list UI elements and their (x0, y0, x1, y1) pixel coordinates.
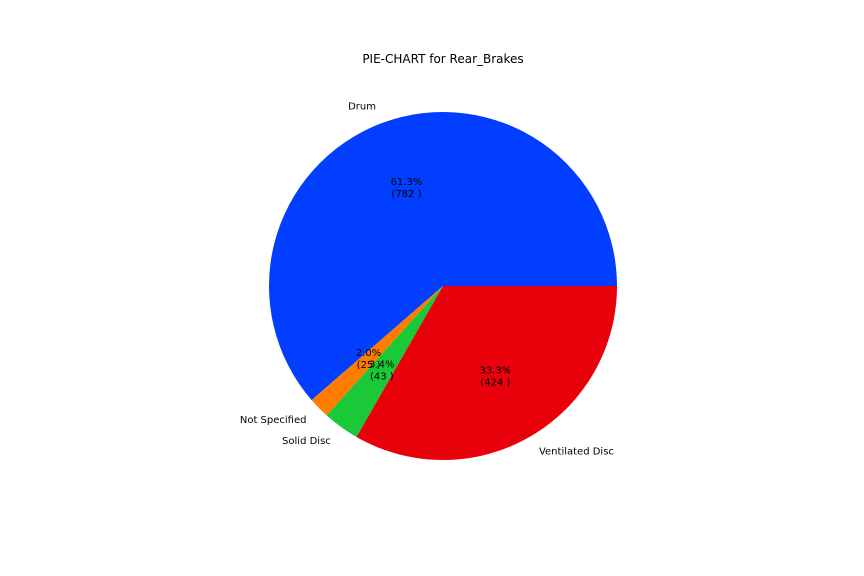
slice-value-labels: 61.3%(782 ) 2.0%(25 )3.4%(43 ) 33.3%(424 ) (356, 177, 511, 388)
slice-label-solid-disc: Solid Disc (282, 436, 331, 447)
slice-percent-ventilated-disc: 33.3% (479, 365, 511, 376)
pie-slice-not-specified (311, 286, 443, 416)
slice-percent-solid-disc: 3.4% (369, 360, 394, 371)
pie-slice-solid-disc (326, 286, 443, 437)
slice-count-solid-disc: (43 ) (370, 372, 394, 383)
slice-count-ventilated-disc: (424 ) (480, 377, 510, 388)
slice-label-drum: Drum (348, 102, 376, 113)
pie-slices (269, 112, 617, 460)
slice-count-drum: (782 ) (391, 189, 421, 200)
slice-percent-drum: 61.3% (391, 177, 423, 188)
slice-labels: Drum Not Specified Solid Disc Ventilated Di… (240, 102, 614, 458)
chart-title: PIE-CHART for Rear_Brakes (362, 52, 523, 66)
slice-count-not-specified: (25 ) (357, 360, 381, 371)
slice-percent-not-specified: 2.0% (356, 348, 381, 359)
pie-slice-ventilated-disc (356, 286, 617, 460)
slice-label-ventilated-disc: Ventilated Disc (539, 447, 614, 458)
pie-slice-drum (269, 112, 617, 401)
slice-label-not-specified: Not Specified (240, 415, 307, 426)
